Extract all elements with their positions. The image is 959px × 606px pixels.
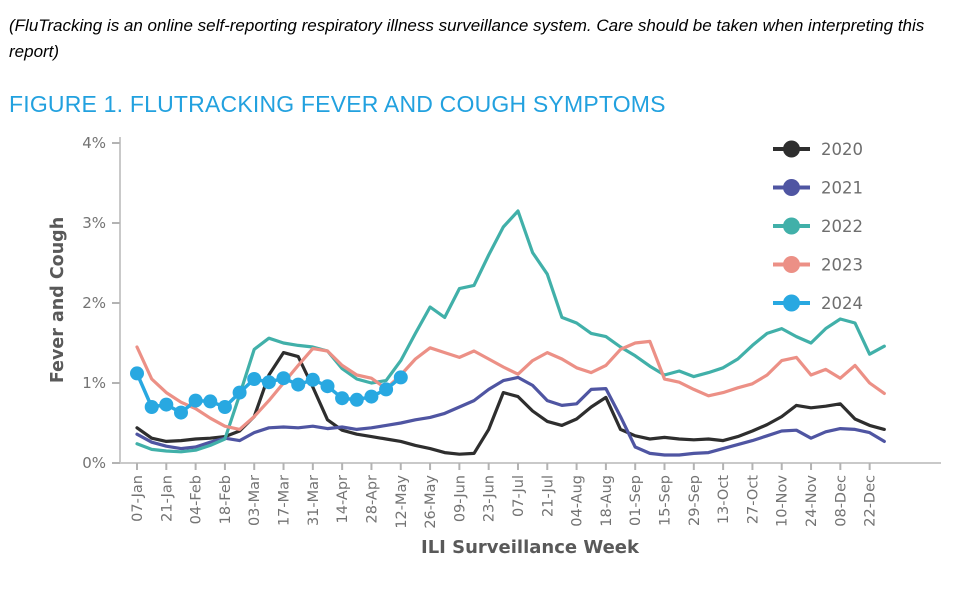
legend-item-2020: 2020 [773,140,863,159]
data-point-marker [276,370,291,385]
data-point-marker [232,385,247,400]
flutracking-chart: 0% 1% 2% 3% 4% 07-Jan 21-Jan 04-Feb 18-Feb 03-Mar… [0,124,959,574]
x-tick-label: 24-Nov [804,474,820,526]
series-2023 [135,339,886,431]
data-point-marker [174,405,188,420]
y-tick-label: 1% [82,374,106,392]
series-2024-markers [130,366,408,420]
fever-cough-line-chart: 0% 1% 2% 3% 4% 07-Jan 21-Jan 04-Feb 18-Feb 03-Mar… [48,134,941,558]
x-tick-label: 07-Jul [511,475,527,517]
x-tick-label: 08-Dec [833,475,849,527]
legend-item-2021: 2021 [773,178,863,197]
data-point-marker [217,399,232,414]
data-point-marker [159,397,174,412]
x-tick-label: 21-Jan [159,475,175,522]
x-axis: 07-Jan 21-Jan 04-Feb 18-Feb 03-Mar 17-Mar 31-M… [130,462,879,528]
x-tick-label: 22-Dec [863,475,879,527]
data-point-marker [364,389,379,404]
data-point-marker [144,399,159,414]
y-tick-label: 0% [82,454,106,472]
series-2022 [135,209,886,454]
x-tick-label: 07-Jan [130,475,146,522]
series-2021 [135,375,886,457]
x-tick-label: 28-Apr [364,475,380,523]
series-2021-line [135,375,886,457]
x-tick-label: 23-Jun [482,475,498,522]
x-tick-label: 15-Sep [658,475,674,526]
data-point-marker [261,374,276,389]
axis-spines [119,136,941,464]
report-page: (FluTracking is an online self-reporting… [0,13,959,574]
x-tick-label: 18-Feb [218,475,234,524]
x-tick-label: 31-Mar [306,475,322,526]
data-point-marker [349,392,364,407]
legend-item-2022: 2022 [773,217,863,236]
data-point-marker [130,366,144,381]
legend-marker-dot [783,294,800,312]
x-tick-label: 26-May [423,474,439,528]
y-tick-label: 2% [82,294,106,312]
legend: 2020 2021 2022 2023 2024 [773,140,863,313]
legend-item-2024: 2024 [773,294,863,313]
data-point-marker [203,394,218,409]
x-tick-label: 12-May [394,474,410,528]
x-axis-title: ILI Surveillance Week [421,537,640,558]
figure-title: FIGURE 1. FLUTRACKING FEVER AND COUGH SY… [9,90,666,117]
legend-label: 2023 [821,255,863,274]
data-point-marker [379,382,394,397]
x-tick-label: 21-Jul [540,475,556,517]
y-tick-label: 3% [82,214,106,232]
data-point-marker [335,390,350,405]
x-tick-label: 13-Oct [716,474,732,523]
data-point-marker [305,372,320,387]
x-tick-label: 04-Aug [570,475,586,527]
x-tick-label: 04-Feb [189,475,205,524]
x-tick-label: 17-Mar [277,475,293,526]
x-tick-label: 03-Mar [247,475,263,526]
data-point-marker [188,393,203,408]
data-point-marker [320,378,335,393]
series-2024 [130,366,408,420]
x-tick-label: 27-Oct [745,474,761,523]
series-2023-line [135,339,886,431]
x-tick-label: 18-Aug [599,475,615,527]
x-tick-label: 01-Sep [628,475,644,526]
x-tick-label: 10-Nov [775,474,791,526]
legend-marker-dot [783,255,800,273]
x-tick-label: 09-Jun [452,475,468,522]
legend-item-2023: 2023 [773,255,863,274]
legend-marker-dot [783,217,800,235]
data-point-marker [393,370,408,385]
y-tick-label: 4% [82,134,106,152]
series-2020-line [135,350,886,456]
legend-label: 2020 [821,140,863,159]
legend-label: 2021 [821,178,863,197]
data-point-marker [247,371,262,386]
series-2020 [135,350,886,456]
legend-label: 2022 [821,217,863,236]
y-axis: 0% 1% 2% 3% 4% [82,134,120,472]
disclaimer-text: (FluTracking is an online self-reporting… [9,16,925,62]
legend-marker-dot [783,178,800,196]
legend-marker-dot [783,140,800,158]
x-tick-label: 29-Sep [687,475,703,526]
series-2022-line [135,209,886,454]
y-axis-title: Fever and Cough [48,217,68,383]
x-tick-label: 14-Apr [335,475,351,523]
legend-label: 2024 [821,294,863,313]
data-point-marker [291,377,306,392]
